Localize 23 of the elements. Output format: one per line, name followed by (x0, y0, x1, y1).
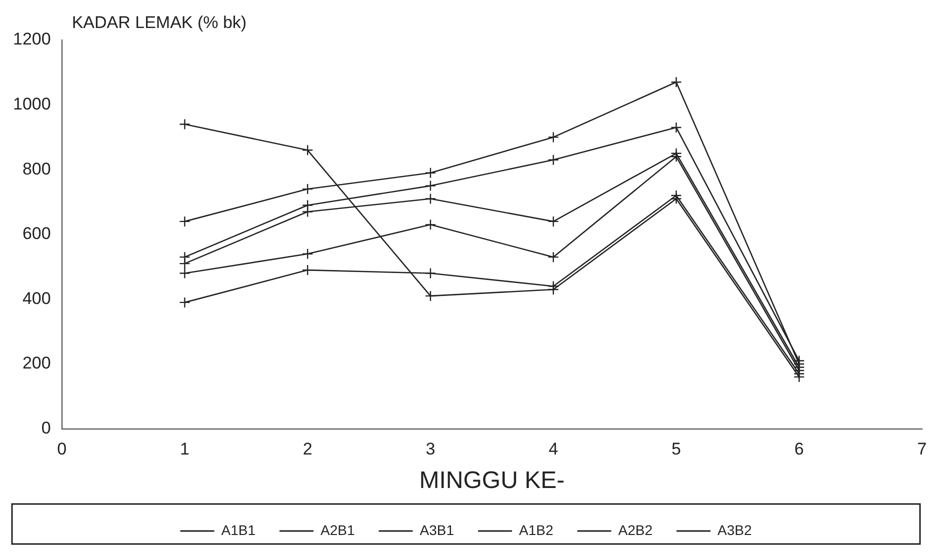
y-tick-label: 0 (41, 418, 51, 438)
y-axis-title: KADAR LEMAK (% bk) (72, 13, 247, 32)
x-tick-label: 1 (180, 440, 190, 459)
legend-label: A2B1 (320, 522, 355, 538)
legend-label: A1B2 (519, 522, 554, 538)
legend-label: A3B1 (420, 522, 454, 538)
legend-label: A1B1 (221, 522, 256, 538)
y-tick-label: 400 (22, 288, 51, 308)
x-tick-label: 3 (426, 440, 436, 459)
y-tick-label: 1200 (12, 30, 51, 49)
x-tick-label: 0 (57, 440, 67, 459)
y-tick-label: 200 (22, 354, 51, 373)
legend-label: A2B2 (618, 522, 653, 538)
x-axis-title: MINGGU KE- (419, 467, 565, 494)
x-tick-label: 4 (548, 440, 558, 459)
x-tick-label: 6 (794, 440, 804, 459)
y-tick-label: 1000 (12, 94, 51, 114)
x-tick-label: 7 (917, 440, 927, 459)
y-tick-label: 800 (22, 159, 51, 178)
x-tick-label: 5 (672, 440, 681, 459)
x-tick-label: 2 (302, 440, 312, 459)
y-tick-label: 600 (22, 224, 51, 244)
legend-label: A3B2 (717, 522, 752, 538)
